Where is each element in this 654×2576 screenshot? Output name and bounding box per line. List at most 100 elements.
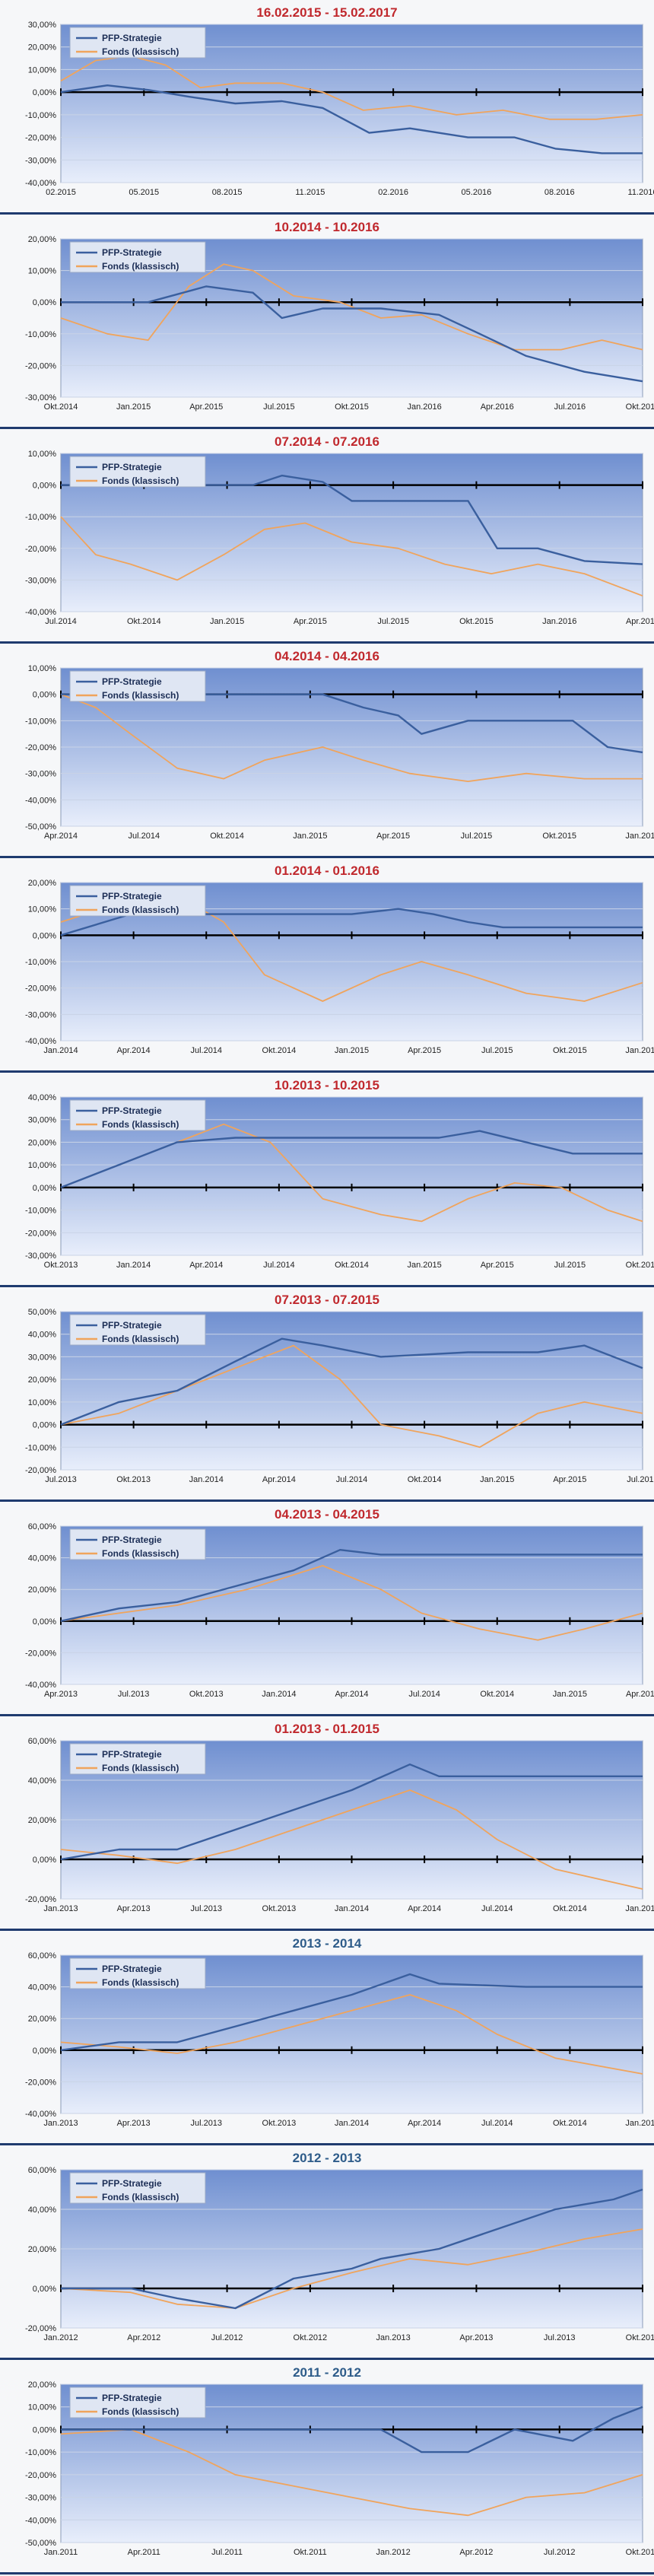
y-tick-label: 10,00% bbox=[28, 905, 57, 914]
x-tick-label: 11.2016 bbox=[628, 188, 654, 197]
legend-label: PFP-Strategie bbox=[102, 1749, 162, 1760]
legend: PFP-Strategie Fonds (klassisch) bbox=[69, 27, 206, 59]
line-chart: 01.2014 - 01.2016 20,00% 10,00% 0,00% -10,00… bbox=[25, 863, 654, 1055]
x-tick-label: Apr.2014 bbox=[335, 1690, 368, 1699]
y-tick-label: 10,00% bbox=[28, 2403, 57, 2412]
legend-box bbox=[69, 241, 206, 273]
x-tick-label: Apr.2015 bbox=[376, 832, 410, 841]
x-tick-label: Jul.2014 bbox=[408, 1690, 440, 1699]
y-tick-label: -20,00% bbox=[25, 2078, 56, 2087]
y-tick-label: 0,00% bbox=[33, 2046, 56, 2056]
x-tick-label: Jul.2013 bbox=[190, 2119, 222, 2128]
x-tick-label: Apr.2015 bbox=[553, 1475, 586, 1484]
series-line-fund bbox=[60, 2428, 643, 2517]
legend-label: Fonds (klassisch) bbox=[102, 2406, 179, 2417]
series-line-strategy bbox=[61, 474, 643, 565]
y-tick-label: 0,00% bbox=[33, 1184, 56, 1193]
legend-box bbox=[69, 1743, 206, 1775]
x-tick-label: Jan.2016 bbox=[407, 402, 441, 412]
y-tick-label: -20,00% bbox=[25, 743, 56, 752]
legend-label: Fonds (klassisch) bbox=[102, 1548, 179, 1559]
chart-panel: 10.2013 - 10.2015 40,00% 30,00% 20,00% 10,00… bbox=[0, 1073, 654, 1285]
y-tick-label: 30,00% bbox=[28, 21, 57, 30]
x-tick-label: Jul.2015 bbox=[377, 617, 409, 626]
y-tick-label: 20,00% bbox=[28, 43, 57, 52]
chart-panel: 01.2013 - 01.2015 60,00% 40,00% 20,00% 0,00%… bbox=[0, 1716, 654, 1929]
x-tick-label: Jul.2015 bbox=[461, 832, 493, 841]
chart-title: 2011 - 2012 bbox=[293, 2365, 361, 2380]
legend-label: PFP-Strategie bbox=[102, 891, 162, 902]
x-tick-label: Jan.2012 bbox=[376, 2548, 411, 2557]
y-tick-label: -20,00% bbox=[25, 2324, 56, 2333]
y-tick-label: -20,00% bbox=[25, 1649, 56, 1658]
legend-box bbox=[69, 1528, 206, 1560]
x-tick-label: Jul.2014 bbox=[481, 1904, 513, 1913]
legend-label: PFP-Strategie bbox=[102, 1534, 162, 1545]
x-tick-label: Apr.2014 bbox=[44, 832, 78, 841]
chart-title: 10.2014 - 10.2016 bbox=[275, 220, 379, 234]
line-chart: 04.2013 - 04.2015 60,00% 40,00% 20,00% 0,00%… bbox=[25, 1507, 654, 1699]
y-tick-label: 10,00% bbox=[28, 664, 57, 673]
x-tick-label: Jan.2014 bbox=[43, 1046, 78, 1055]
line-chart: 2013 - 2014 60,00% 40,00% 20,00% 0,00% -20,00… bbox=[25, 1936, 654, 2128]
legend-label: Fonds (klassisch) bbox=[102, 1763, 179, 1773]
x-tick-label: Apr.2016 bbox=[481, 402, 514, 412]
x-tick-label: Okt.2016 bbox=[626, 402, 654, 412]
x-tick-label: 02.2016 bbox=[378, 188, 408, 197]
x-tick-label: Apr.2012 bbox=[459, 2548, 493, 2557]
x-tick-label: Okt.2013 bbox=[189, 1690, 224, 1699]
y-tick-label: 30,00% bbox=[28, 1353, 57, 1362]
x-tick-label: Jul.2014 bbox=[481, 2119, 513, 2128]
series-line-fund bbox=[60, 2228, 643, 2309]
y-tick-label: 20,00% bbox=[28, 2015, 57, 2024]
legend-box bbox=[69, 456, 206, 488]
y-tick-label: 20,00% bbox=[28, 1816, 57, 1825]
legend-label: Fonds (klassisch) bbox=[102, 1119, 179, 1130]
series-line-strategy bbox=[60, 1763, 643, 1861]
y-tick-label: 40,00% bbox=[28, 1554, 57, 1563]
y-tick-label: 0,00% bbox=[33, 931, 56, 940]
y-tick-label: 30,00% bbox=[28, 1116, 57, 1125]
legend-box bbox=[69, 1957, 206, 1989]
x-tick-label: Jan.2015 bbox=[480, 1475, 514, 1484]
y-tick-label: 40,00% bbox=[28, 2206, 57, 2215]
x-tick-label: Okt.2012 bbox=[626, 2548, 654, 2557]
chart-title: 04.2013 - 04.2015 bbox=[275, 1507, 379, 1522]
x-tick-label: Okt.2013 bbox=[44, 1261, 78, 1270]
y-tick-label: -20,00% bbox=[25, 1466, 56, 1475]
y-tick-label: 0,00% bbox=[33, 482, 56, 491]
legend-label: Fonds (klassisch) bbox=[102, 905, 179, 915]
x-tick-label: Apr.2015 bbox=[294, 617, 327, 626]
legend-label: PFP-Strategie bbox=[102, 247, 162, 258]
series-line-strategy bbox=[60, 1337, 643, 1426]
legend-label: Fonds (klassisch) bbox=[102, 690, 179, 701]
legend-label: PFP-Strategie bbox=[102, 1105, 162, 1116]
y-tick-label: 10,00% bbox=[28, 1161, 57, 1170]
chart-panel: 2011 - 2012 20,00% 10,00% 0,00% -10,00% -20,0… bbox=[0, 2360, 654, 2572]
x-tick-label: Apr.2015 bbox=[481, 1261, 514, 1270]
x-tick-label: Apr.2015 bbox=[189, 402, 223, 412]
y-tick-label: 10,00% bbox=[28, 267, 57, 276]
x-tick-label: Jan.2015 bbox=[293, 832, 327, 841]
y-tick-label: 0,00% bbox=[33, 2285, 56, 2294]
legend: PFP-Strategie Fonds (klassisch) bbox=[69, 2387, 206, 2419]
x-tick-label: Apr.2014 bbox=[262, 1475, 296, 1484]
legend-label: Fonds (klassisch) bbox=[102, 1334, 179, 1344]
legend: PFP-Strategie Fonds (klassisch) bbox=[69, 2172, 206, 2204]
x-tick-label: Jan.2016 bbox=[625, 1046, 654, 1055]
y-tick-label: -40,00% bbox=[25, 2516, 56, 2525]
x-tick-label: Okt.2012 bbox=[294, 2333, 328, 2342]
chart-title: 01.2014 - 01.2016 bbox=[275, 863, 379, 878]
panel-separator bbox=[0, 1499, 654, 1502]
y-tick-label: -20,00% bbox=[25, 984, 56, 994]
legend: PFP-Strategie Fonds (klassisch) bbox=[69, 456, 206, 488]
x-tick-label: Apr.2014 bbox=[408, 2119, 441, 2128]
legend-label: PFP-Strategie bbox=[102, 462, 162, 472]
x-tick-label: Apr.2013 bbox=[117, 2119, 151, 2128]
y-tick-label: -20,00% bbox=[25, 1229, 56, 1238]
x-tick-label: Jul.2013 bbox=[45, 1475, 77, 1484]
x-tick-label: Okt.2014 bbox=[262, 1046, 297, 1055]
x-tick-label: Jul.2013 bbox=[544, 2333, 576, 2342]
legend-label: PFP-Strategie bbox=[102, 1320, 162, 1331]
chart-title: 16.02.2015 - 15.02.2017 bbox=[256, 5, 397, 20]
